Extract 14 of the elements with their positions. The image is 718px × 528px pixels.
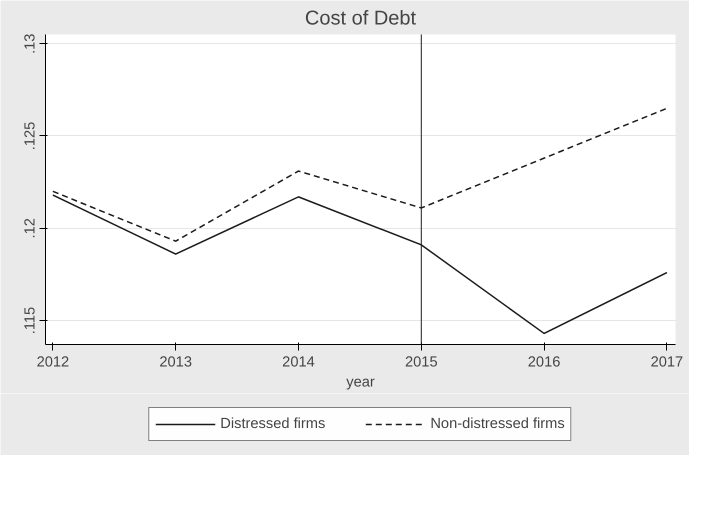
x-tick-label: 2015 — [404, 354, 438, 370]
x-tick-label: 2016 — [528, 354, 560, 370]
y-tick-label: .13 — [22, 34, 38, 54]
x-axis-title: year — [346, 374, 375, 390]
x-tick-label: 2013 — [159, 354, 192, 370]
x-tick-label: 2014 — [282, 354, 315, 370]
y-tick-label: .125 — [22, 122, 38, 150]
chart-title: Cost of Debt — [304, 8, 417, 30]
y-tick-label: .12 — [22, 218, 38, 238]
legend-label: Distressed firms — [220, 416, 326, 432]
x-tick-label: 2017 — [650, 354, 684, 370]
x-tick-label: 2012 — [36, 354, 70, 370]
legend-label: Non-distressed firms — [430, 416, 565, 432]
y-tick-label: .115 — [22, 306, 38, 334]
